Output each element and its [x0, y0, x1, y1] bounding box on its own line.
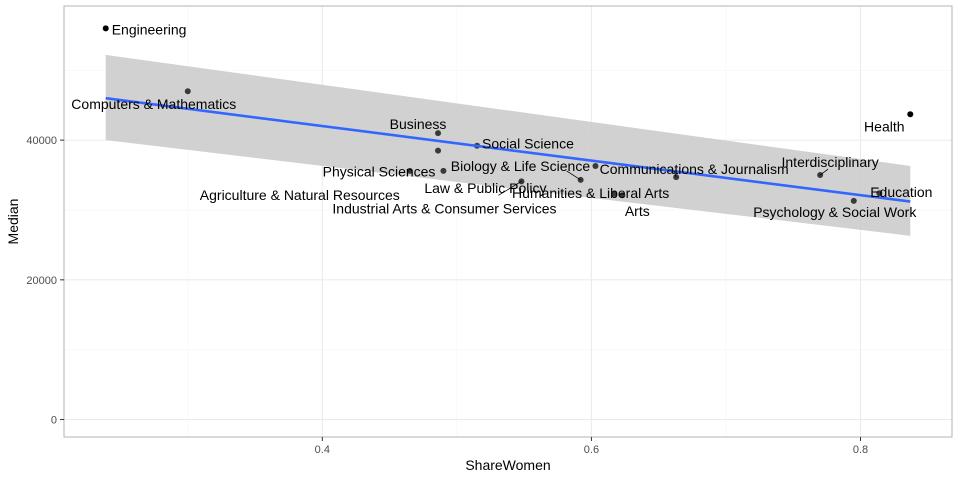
data-points	[102, 25, 914, 204]
label-leader-line	[673, 171, 677, 178]
data-point	[907, 111, 914, 118]
label-leader-line	[819, 168, 829, 176]
data-point	[102, 25, 109, 32]
y-tick-label: 0	[51, 415, 57, 427]
y-axis-title: Median	[5, 199, 21, 245]
point-label: Psychology & Social Work	[753, 204, 917, 220]
label-leader-line	[498, 180, 522, 196]
point-label: Business	[390, 116, 447, 132]
point-label: Physical Sciences	[323, 164, 436, 180]
x-tick-label: 0.8	[853, 444, 868, 456]
x-tick-label: 0.4	[315, 444, 330, 456]
point-label: Health	[864, 118, 904, 134]
point-label: Law & Public Policy	[424, 180, 546, 196]
point-label: Social Science	[482, 136, 574, 152]
x-tick-label: 0.6	[584, 444, 599, 456]
data-point	[435, 130, 442, 137]
data-point	[440, 167, 447, 174]
data-point	[435, 147, 442, 154]
data-point	[876, 190, 883, 197]
y-axis-ticks: 0 20000 40000	[26, 135, 64, 427]
point-label: Communications & Journalism	[600, 161, 789, 177]
data-point	[611, 190, 618, 197]
point-label: Computers & Mathematics	[71, 96, 236, 112]
data-point	[406, 167, 413, 174]
data-point	[850, 197, 857, 204]
point-label: Biology & Life Science	[451, 158, 591, 174]
point-label: Interdisciplinary	[782, 154, 879, 170]
point-label: Humanities & Liberal Arts	[512, 185, 669, 201]
point-label: Arts	[625, 203, 650, 219]
data-point	[592, 162, 599, 169]
confidence-band	[105, 54, 911, 236]
point-label: Engineering	[112, 21, 187, 37]
trend-line-layer	[105, 96, 911, 203]
y-tick-label: 40000	[26, 135, 57, 147]
point-label: Industrial Arts & Consumer Services	[332, 200, 556, 216]
data-point	[184, 88, 191, 95]
panel-border	[63, 5, 953, 438]
x-axis-title: ShareWomen	[465, 457, 550, 473]
point-labels: Engineering Computers & Mathematics Busine…	[71, 21, 932, 220]
label-leader-line	[566, 170, 581, 181]
data-point	[619, 192, 626, 199]
x-axis-ticks: 0.4 0.6 0.8	[315, 437, 868, 456]
point-label: Education	[870, 184, 932, 200]
confidence-band-layer	[105, 54, 911, 236]
trend-line	[105, 96, 911, 203]
y-tick-label: 20000	[26, 275, 57, 287]
point-label: Agriculture & Natural Resources	[200, 187, 400, 203]
